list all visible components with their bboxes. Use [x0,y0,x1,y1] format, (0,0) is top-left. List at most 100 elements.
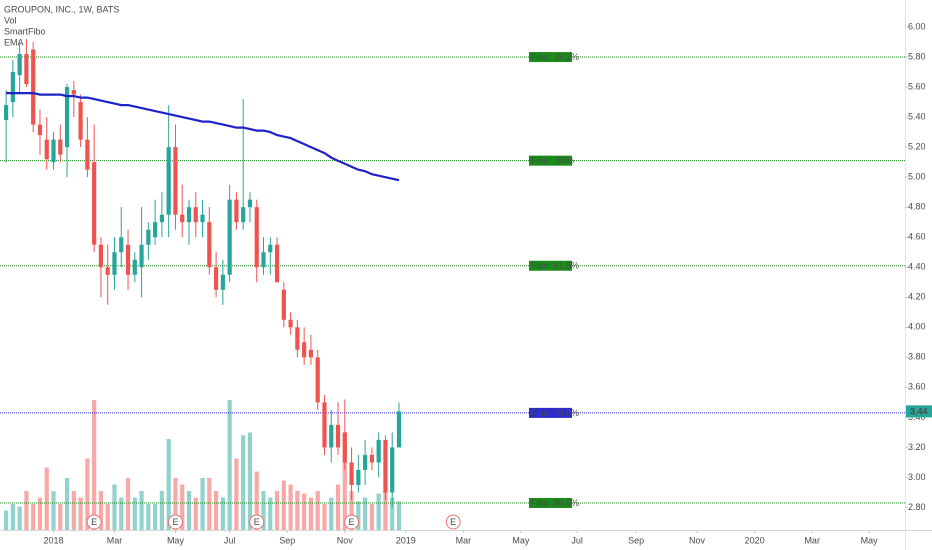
volume-bar [159,491,164,530]
candle-body [254,207,259,268]
candle-body [44,139,49,160]
candle-body [105,267,110,275]
volume-bar [64,478,70,530]
volume-bar [58,504,63,530]
y-tick-label: 3.20 [908,442,926,452]
volume-bar [153,504,158,530]
volume-bar [193,497,198,530]
x-tick-label: May [861,535,879,545]
y-tick-label: 3.00 [908,472,926,482]
candle-body [241,207,246,223]
ema-line [6,92,400,182]
volume-bar [335,484,341,530]
x-tick-label: 2020 [745,535,765,545]
candle-body [315,357,320,403]
volume-bar [241,435,246,530]
candle-body [261,252,266,268]
volume-bar [220,497,225,530]
fibo-label-box [529,52,572,63]
y-tick-label: 5.20 [908,142,926,152]
earnings-marker [445,514,461,530]
volume-bar [315,491,320,530]
x-tick-label: Mar [456,535,472,545]
earnings-label: E [91,517,97,527]
volume-bar [71,491,76,530]
earnings-label: E [450,517,456,527]
candle-body [274,244,280,283]
volume-bar [247,432,253,530]
volume-bar [44,467,49,530]
volume-bar [363,497,368,530]
x-tick-label: 2018 [43,535,63,545]
candle-body [335,424,341,448]
fibo-label-box [529,260,572,271]
y-tick-label: 4.00 [908,322,926,332]
fibo-label: Fibo: 88.6% [531,498,579,508]
volume-bar [200,478,205,530]
volume-bar [281,480,286,530]
candle-body [369,454,374,463]
y-tick-label: 4.80 [908,202,926,212]
candle-body [146,229,151,245]
candle-body [220,274,225,290]
volume-bar [105,504,110,530]
candle-body [37,124,43,136]
candle-body [17,54,22,76]
volume-bar [98,491,104,530]
x-tick-label: Nov [337,535,354,545]
volume-bar [274,491,280,530]
volume-bar [308,497,314,530]
y-tick-label: 3.60 [908,382,926,392]
candle-body [112,252,117,275]
y-tick-label: 4.40 [908,262,926,272]
fibo-label-box [529,407,572,418]
candle-body [98,244,104,268]
candle-body [200,214,205,223]
candle-body [288,319,293,328]
volume-bar [288,484,293,530]
candle-body [92,162,97,245]
indicator-label: SmartFibo [4,26,46,36]
candle-body [234,199,239,223]
x-tick-label: Jul [224,535,236,545]
chart-title: GROUPON, INC., 1W, BATS [4,4,119,14]
candle-body [24,54,29,85]
y-tick-label: 6.00 [908,21,926,31]
volume-bar [376,493,381,530]
volume-bar [17,506,22,530]
earnings-marker [167,514,183,530]
candle-body [322,402,327,448]
volume-bar [322,504,327,530]
candle-body [363,454,368,470]
candle-body [207,222,212,268]
candle-body [71,90,76,95]
volume-bar [369,504,374,530]
earnings-label: E [172,517,178,527]
volume-bar [132,497,137,530]
fibo-label-box [529,497,572,508]
x-tick-label: Mar [804,535,820,545]
volume-bar [51,491,56,530]
candle-body [119,237,124,253]
candle-body [186,207,192,223]
x-tick-label: 2019 [396,535,416,545]
candle-body [376,439,381,463]
candle-body [78,102,83,140]
volume-bar [186,491,192,530]
candle-body [329,424,334,448]
volume-bar [173,478,178,530]
volume-bar [37,497,43,530]
volume-bar [166,439,171,530]
volume-bar [112,484,117,530]
y-tick-label: 3.80 [908,352,926,362]
candle-body [356,469,361,485]
candle-body [268,244,273,253]
earnings-marker [86,514,102,530]
volume-bar [356,501,361,530]
x-tick-label: Nov [689,535,706,545]
earnings-label: E [349,517,355,527]
candle-body [295,327,300,350]
volume-bar [3,510,9,530]
volume-bar [119,497,124,530]
